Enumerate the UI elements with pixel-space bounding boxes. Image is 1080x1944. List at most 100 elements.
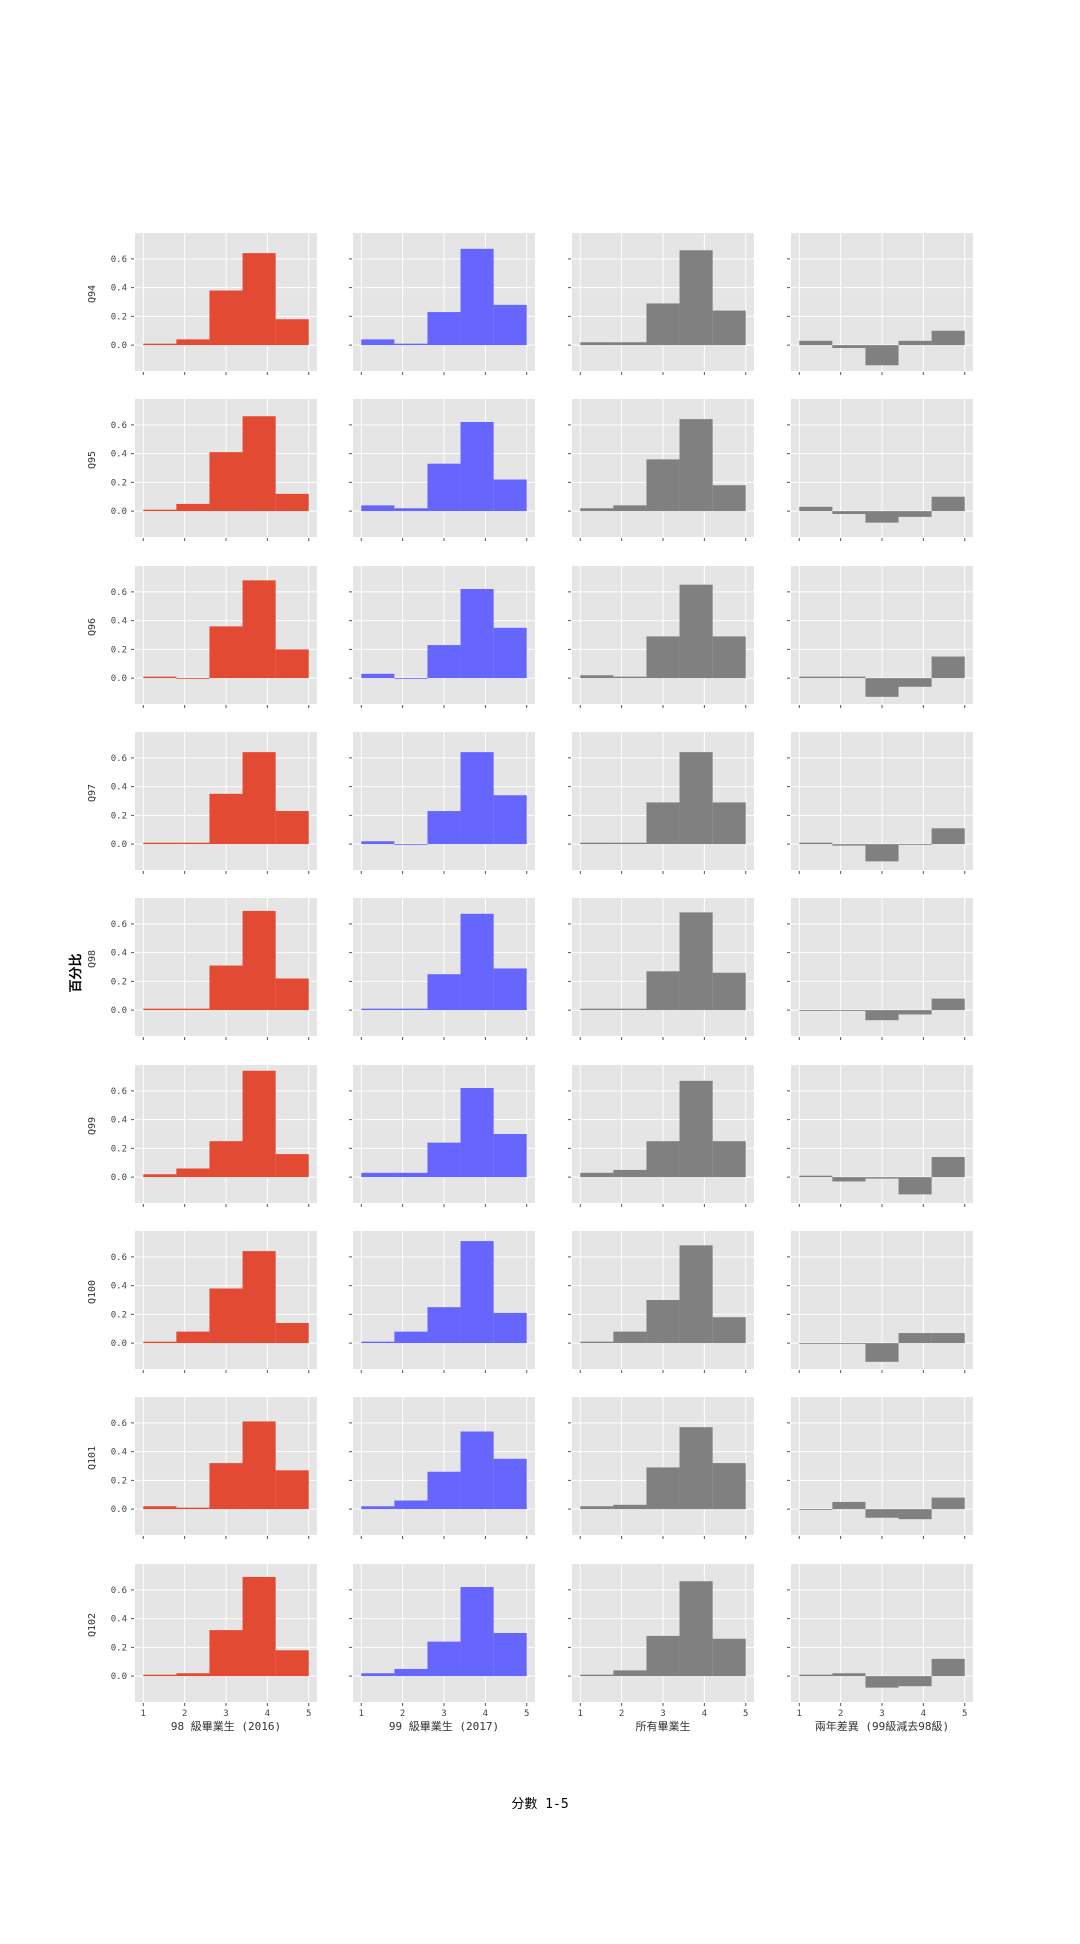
bar-q98-col2-bin4 <box>460 913 494 1011</box>
bar-q97-col4-bin3 <box>865 844 899 862</box>
bar-q100-col1-bin3 <box>209 1288 243 1344</box>
x-tick-label: 2 <box>619 1709 624 1719</box>
bar-q95-col2-bin2 <box>394 508 428 512</box>
bar-q101-col2-bin4 <box>460 1431 494 1510</box>
bar-q95-col3-bin1 <box>580 508 614 512</box>
panel-q97-col3 <box>568 732 754 874</box>
bar-q100-col4-bin1 <box>799 1343 833 1344</box>
y-tick-label: 0.6 <box>111 754 127 764</box>
bar-q99-col1-bin3 <box>209 1141 243 1178</box>
bar-q94-col4-bin2 <box>832 345 866 348</box>
bar-q101-col1-bin1 <box>143 1506 177 1510</box>
bar-q98-col3-bin1 <box>580 1008 614 1011</box>
bar-q95-col2-bin4 <box>460 422 494 512</box>
row-label-q100: Q100 <box>87 1280 98 1304</box>
panel-q95-col3 <box>568 399 754 541</box>
panel-q98-col2 <box>349 898 535 1040</box>
panel-q98-col4 <box>787 898 973 1040</box>
bar-q98-col4-bin4 <box>898 1010 932 1015</box>
panel-q94-col3 <box>568 233 754 375</box>
panel-q100-col4 <box>787 1231 973 1373</box>
bar-q95-col2-bin3 <box>427 463 461 512</box>
bar-q102-col2-bin2 <box>394 1668 428 1677</box>
bar-q100-col2-bin3 <box>427 1307 461 1344</box>
bar-q94-col3-bin1 <box>580 342 614 346</box>
bar-q97-col1-bin2 <box>176 842 210 845</box>
panel-q100-col3 <box>568 1231 754 1373</box>
panel-q99-col4 <box>787 1065 973 1207</box>
panel-q100-col1: 0.0 0.2 0.4 0.6 Q100 <box>87 1231 317 1373</box>
panel-q96-col4 <box>787 566 973 708</box>
y-tick-label: 0.6 <box>111 1586 127 1596</box>
bar-q98-col4-bin3 <box>865 1010 899 1021</box>
panel-q98-col1: 0.0 0.2 0.4 0.6 Q98 <box>87 898 317 1040</box>
bar-q97-col4-bin2 <box>832 844 866 846</box>
y-tick-label: 0.2 <box>111 1310 127 1320</box>
panel-q102-col1: 0.0 0.2 0.4 0.6 1 2 3 4 5 Q102 98 級畢業生 (2016) <box>87 1564 317 1733</box>
bar-q101-col3-bin2 <box>613 1504 647 1510</box>
bar-q95-col3-bin2 <box>613 505 647 512</box>
bar-q98-col2-bin1 <box>361 1008 395 1011</box>
bar-q100-col2-bin2 <box>394 1331 428 1344</box>
panel-q96-col3 <box>568 566 754 708</box>
bar-q99-col2-bin2 <box>394 1172 428 1178</box>
x-tick-label: 2 <box>400 1709 405 1719</box>
y-tick-label: 0.2 <box>111 1144 127 1154</box>
bar-q94-col3-bin4 <box>679 250 713 346</box>
bar-q99-col1-bin1 <box>143 1174 177 1178</box>
bar-q94-col2-bin1 <box>361 339 395 346</box>
panel-q97-col2 <box>349 732 535 874</box>
bar-q99-col1-bin2 <box>176 1168 210 1178</box>
panel-q98-col3 <box>568 898 754 1040</box>
bar-q94-col3-bin3 <box>646 303 680 346</box>
x-tick-label: 4 <box>265 1709 270 1719</box>
panel-q97-col1: 0.0 0.2 0.4 0.6 Q97 <box>87 732 317 874</box>
bar-q96-col2-bin2 <box>394 678 428 679</box>
row-label-q96: Q96 <box>87 618 98 636</box>
bar-q101-col1-bin2 <box>176 1507 210 1510</box>
bar-q94-col4-bin3 <box>865 345 899 366</box>
bar-q98-col3-bin2 <box>613 1008 647 1011</box>
panel-q99-col3 <box>568 1065 754 1207</box>
bar-q96-col1-bin4 <box>242 580 276 679</box>
row-label-q97: Q97 <box>87 784 98 802</box>
bar-q96-col2-bin4 <box>460 589 494 679</box>
bar-q96-col1-bin5 <box>275 649 309 679</box>
bar-q98-col4-bin2 <box>832 1010 866 1011</box>
y-tick-label: 0.2 <box>111 312 127 322</box>
bar-q95-col1-bin5 <box>275 493 309 512</box>
x-tick-label: 5 <box>524 1709 529 1719</box>
bar-q101-col2-bin2 <box>394 1500 428 1510</box>
bar-q100-col4-bin3 <box>865 1343 899 1362</box>
bar-q101-col4-bin2 <box>832 1501 866 1510</box>
bar-q97-col4-bin5 <box>931 828 965 845</box>
bar-q101-col4-bin5 <box>931 1497 965 1510</box>
bar-q98-col1-bin4 <box>242 910 276 1011</box>
bar-q100-col4-bin2 <box>832 1343 866 1344</box>
bar-q102-col3-bin4 <box>679 1581 713 1677</box>
y-tick-label: 0.4 <box>111 1615 127 1625</box>
panel-q95-col2 <box>349 399 535 541</box>
bar-q99-col4-bin2 <box>832 1177 866 1182</box>
bar-q94-col2-bin2 <box>394 343 428 346</box>
y-tick-label: 0.6 <box>111 421 127 431</box>
x-tick-label: 3 <box>879 1709 884 1719</box>
bar-q94-col1-bin1 <box>143 343 177 346</box>
bar-q102-col3-bin1 <box>580 1674 614 1677</box>
bar-q99-col3-bin1 <box>580 1172 614 1178</box>
bar-q94-col4-bin4 <box>898 340 932 346</box>
bar-q96-col3-bin3 <box>646 636 680 679</box>
bar-q100-col4-bin5 <box>931 1333 965 1344</box>
bar-q100-col1-bin4 <box>242 1251 276 1344</box>
bar-q98-col1-bin1 <box>143 1008 177 1011</box>
bar-q97-col4-bin1 <box>799 842 833 845</box>
bar-q99-col4-bin5 <box>931 1157 965 1178</box>
bar-q99-col3-bin5 <box>712 1141 746 1178</box>
x-tick-label: 2 <box>838 1709 843 1719</box>
figure-x-axis-label: 分數 1-5 <box>511 1797 568 1812</box>
row-label-q102: Q102 <box>87 1613 98 1637</box>
bar-q102-col2-bin3 <box>427 1641 461 1677</box>
bar-q102-col2-bin5 <box>493 1633 527 1677</box>
y-tick-label: 0.0 <box>111 507 127 517</box>
y-tick-label: 0.4 <box>111 1282 127 1292</box>
